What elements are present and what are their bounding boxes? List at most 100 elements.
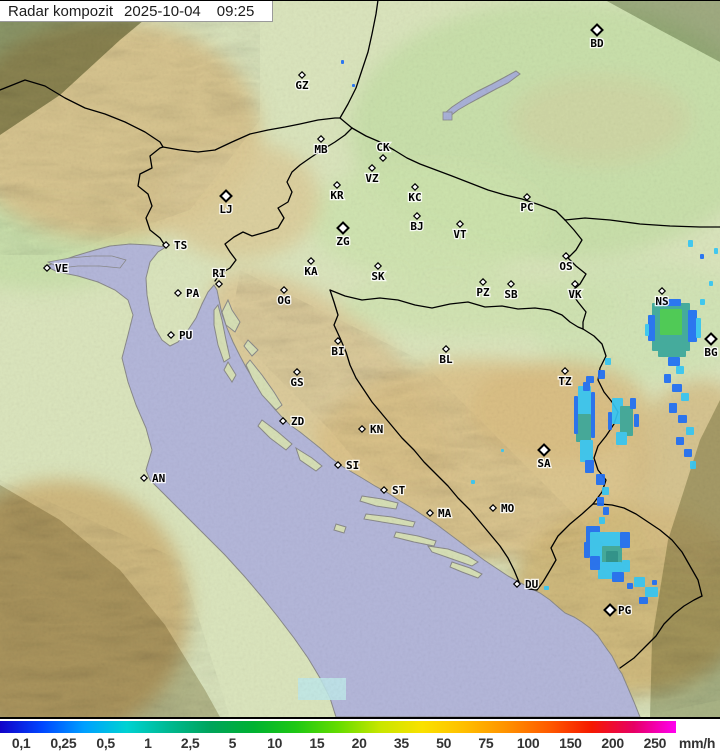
city-label-bi: BI (331, 345, 344, 358)
city-label-mo: MO (501, 502, 515, 515)
echo-cell (576, 414, 591, 442)
title-bar: Radar kompozit 2025-10-04 09:25 (0, 1, 273, 22)
echo-cell (714, 248, 718, 254)
echo-cell (602, 487, 609, 495)
echo-cell (620, 406, 633, 436)
echo-cell (645, 587, 658, 597)
city-label-pg: PG (618, 604, 632, 617)
city-marker-zg (336, 221, 350, 235)
echo-cell (700, 299, 705, 305)
city-label-ns: NS (655, 295, 668, 308)
city-marker-sk (373, 261, 383, 271)
city-marker-pc (522, 192, 532, 202)
legend-tick-label: 2,5 (180, 735, 200, 751)
echo-cell (616, 432, 627, 445)
legend-tick-label: 0,1 (11, 735, 31, 751)
echo-cell (620, 532, 630, 548)
city-marker-tz (560, 366, 570, 376)
city-marker-ve (42, 263, 52, 273)
city-marker-an (139, 473, 149, 483)
city-marker-lj (219, 189, 233, 203)
city-label-ve: VE (55, 262, 68, 275)
title-time: 09:25 (216, 2, 255, 20)
legend-tick-label: 10 (267, 735, 283, 751)
echo-cell (574, 396, 578, 434)
city-marker-kc (410, 182, 420, 192)
echo-cell (681, 393, 689, 401)
city-marker-bd (590, 23, 604, 37)
city-label-pa: PA (186, 287, 200, 300)
city-marker-st (379, 485, 389, 495)
city-label-sb: SB (504, 288, 518, 301)
legend-color-bar (0, 721, 676, 733)
echo-cell (696, 318, 701, 338)
city-label-sk: SK (371, 270, 385, 283)
echo-cell (627, 583, 633, 589)
echo-cell (598, 370, 605, 379)
city-label-bj: BJ (410, 220, 423, 233)
city-marker-vt (455, 219, 465, 229)
echo-cell (634, 577, 645, 587)
city-label-mb: MB (314, 143, 328, 156)
precipitation-echoes (341, 60, 718, 604)
echo-cell (658, 348, 686, 357)
echo-cell (652, 580, 657, 585)
echo-cell (501, 449, 504, 452)
city-layer: BD GZ MB CK VZ KR KC LJ PC BJ VT ZG TS OS KA SK VE RI OG PZ… (42, 23, 719, 618)
echo-cell (603, 507, 609, 515)
city-marker-si (333, 460, 343, 470)
legend-tick-label: 150 (559, 735, 582, 751)
echo-cell (578, 386, 591, 418)
terrain-texture (0, 0, 720, 717)
city-label-gz: GZ (295, 79, 309, 92)
echo-cell (584, 542, 590, 558)
echo-cell (612, 572, 624, 582)
city-marker-sb (506, 279, 516, 289)
city-label-ts: TS (174, 239, 187, 252)
echo-cell (471, 480, 475, 484)
city-label-kn: KN (370, 423, 383, 436)
legend-tick-label: 50 (436, 735, 452, 751)
echo-cell (672, 384, 682, 392)
city-label-lj: LJ (219, 203, 232, 216)
city-marker-ka (306, 256, 316, 266)
echo-cell (606, 551, 618, 564)
city-marker-sa (537, 443, 551, 457)
legend-tick-label: 15 (309, 735, 325, 751)
city-label-st: ST (392, 484, 406, 497)
city-label-vz: VZ (365, 172, 379, 185)
city-marker-gs (292, 367, 302, 377)
city-marker-vk (570, 279, 580, 289)
city-label-pc: PC (520, 201, 533, 214)
city-marker-ts (161, 240, 171, 250)
city-marker-bg (704, 332, 718, 346)
city-marker-kr (332, 180, 342, 190)
city-label-os: OS (559, 260, 572, 273)
echo-cell (639, 597, 648, 604)
echo-cell (657, 299, 681, 306)
legend-tick-label: 20 (351, 735, 367, 751)
echo-cell (608, 412, 612, 430)
legend-unit-label: mm/h (678, 735, 716, 751)
city-label-ma: MA (438, 507, 452, 520)
title-date: 2025-10-04 (124, 2, 201, 20)
echo-cell (591, 392, 595, 438)
city-label-ck: CK (376, 141, 390, 154)
legend-tick-label: 0,25 (50, 735, 77, 751)
city-label-an: AN (152, 472, 165, 485)
city-label-ka: KA (304, 265, 318, 278)
rainfall-legend: 0,1 0,25 0,5 1 2,5 5 10 15 20 35 50 75 100 150 200 250 m… (0, 717, 720, 751)
city-label-sa: SA (537, 457, 551, 470)
echo-cell (580, 440, 593, 462)
city-label-zg: ZG (336, 235, 350, 248)
echo-cell (648, 315, 655, 341)
city-label-ri: RI (212, 267, 225, 280)
city-marker-pz (478, 277, 488, 287)
echo-cell (678, 415, 687, 423)
city-marker-bi (333, 336, 343, 346)
echo-cell (583, 382, 590, 391)
echo-cell (645, 324, 649, 336)
echo-cell (676, 366, 684, 374)
city-label-vt: VT (453, 228, 467, 241)
